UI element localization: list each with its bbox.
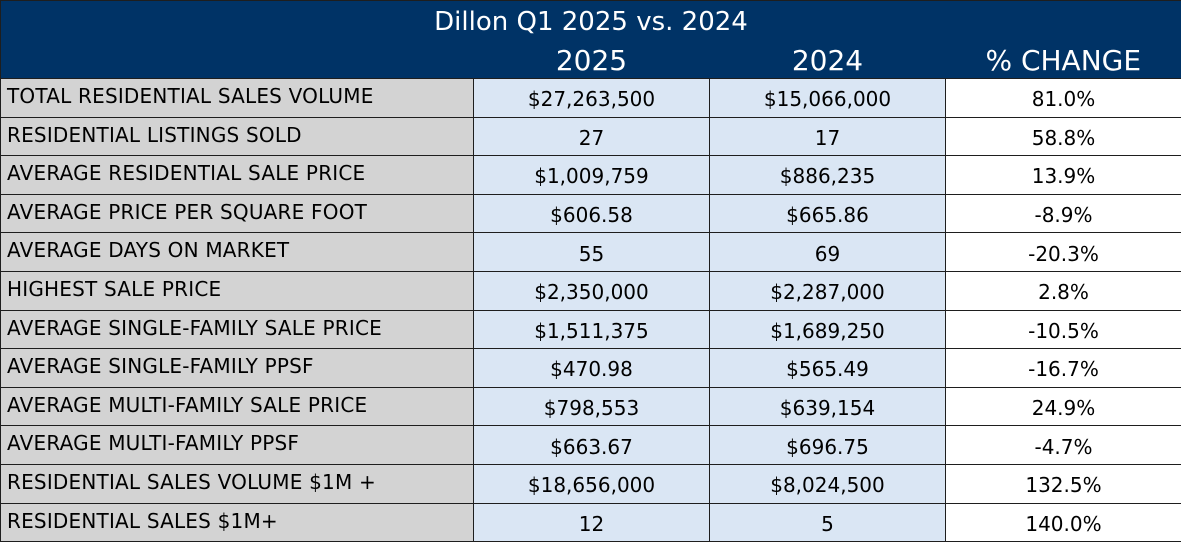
value-2025-cell: $1,511,375 bbox=[474, 310, 710, 349]
metric-label-cell: AVERAGE PRICE PER SQUARE FOOT bbox=[1, 194, 474, 233]
value-2025-cell: $2,350,000 bbox=[474, 271, 710, 310]
value-2024-cell: $1,689,250 bbox=[710, 310, 946, 349]
percent-change-cell: 13.9% bbox=[946, 156, 1181, 195]
metric-label-cell: RESIDENTIAL LISTINGS SOLD bbox=[1, 117, 474, 156]
table-row: AVERAGE MULTI-FAMILY PPSF$663.67$696.75-… bbox=[1, 426, 1181, 465]
percent-change-cell: -20.3% bbox=[946, 233, 1181, 272]
value-2025-cell: $27,263,500 bbox=[474, 79, 710, 118]
table-row: AVERAGE RESIDENTIAL SALE PRICE$1,009,759… bbox=[1, 156, 1181, 195]
value-2024-cell: $639,154 bbox=[710, 387, 946, 426]
table-row: AVERAGE PRICE PER SQUARE FOOT$606.58$665… bbox=[1, 194, 1181, 233]
value-2024-cell: $15,066,000 bbox=[710, 79, 946, 118]
value-2024-cell: 69 bbox=[710, 233, 946, 272]
table-row: AVERAGE MULTI-FAMILY SALE PRICE$798,553$… bbox=[1, 387, 1181, 426]
percent-change-cell: 2.8% bbox=[946, 271, 1181, 310]
percent-change-cell: 140.0% bbox=[946, 503, 1181, 542]
value-2025-cell: $606.58 bbox=[474, 194, 710, 233]
column-header-change: % CHANGE bbox=[946, 38, 1181, 79]
value-2025-cell: $1,009,759 bbox=[474, 156, 710, 195]
title-row: Dillon Q1 2025 vs. 2024 bbox=[1, 1, 1181, 39]
table-row: AVERAGE SINGLE-FAMILY PPSF$470.98$565.49… bbox=[1, 349, 1181, 388]
value-2024-cell: 17 bbox=[710, 117, 946, 156]
percent-change-cell: -8.9% bbox=[946, 194, 1181, 233]
column-header-row: 2025 2024 % CHANGE bbox=[1, 38, 1181, 79]
metric-label-cell: AVERAGE DAYS ON MARKET bbox=[1, 233, 474, 272]
metric-label-cell: AVERAGE SINGLE-FAMILY PPSF bbox=[1, 349, 474, 388]
metric-label-cell: TOTAL RESIDENTIAL SALES VOLUME bbox=[1, 79, 474, 118]
table-row: RESIDENTIAL SALES VOLUME $1M +$18,656,00… bbox=[1, 464, 1181, 503]
metric-label-cell: RESIDENTIAL SALES $1M+ bbox=[1, 503, 474, 542]
table-row: AVERAGE SINGLE-FAMILY SALE PRICE$1,511,3… bbox=[1, 310, 1181, 349]
metric-label-cell: HIGHEST SALE PRICE bbox=[1, 271, 474, 310]
percent-change-cell: 81.0% bbox=[946, 79, 1181, 118]
percent-change-cell: -4.7% bbox=[946, 426, 1181, 465]
percent-change-cell: 58.8% bbox=[946, 117, 1181, 156]
metric-label-cell: AVERAGE MULTI-FAMILY PPSF bbox=[1, 426, 474, 465]
value-2024-cell: $696.75 bbox=[710, 426, 946, 465]
value-2024-cell: $886,235 bbox=[710, 156, 946, 195]
column-header-blank bbox=[1, 38, 474, 79]
value-2024-cell: $665.86 bbox=[710, 194, 946, 233]
percent-change-cell: -10.5% bbox=[946, 310, 1181, 349]
value-2024-cell: $565.49 bbox=[710, 349, 946, 388]
value-2025-cell: $470.98 bbox=[474, 349, 710, 388]
column-header-2024: 2024 bbox=[710, 38, 946, 79]
value-2024-cell: $2,287,000 bbox=[710, 271, 946, 310]
value-2024-cell: 5 bbox=[710, 503, 946, 542]
percent-change-cell: 132.5% bbox=[946, 464, 1181, 503]
table-row: TOTAL RESIDENTIAL SALES VOLUME$27,263,50… bbox=[1, 79, 1181, 118]
metric-label-cell: RESIDENTIAL SALES VOLUME $1M + bbox=[1, 464, 474, 503]
metric-label-cell: AVERAGE MULTI-FAMILY SALE PRICE bbox=[1, 387, 474, 426]
value-2025-cell: 12 bbox=[474, 503, 710, 542]
metric-label-cell: AVERAGE RESIDENTIAL SALE PRICE bbox=[1, 156, 474, 195]
table-title: Dillon Q1 2025 vs. 2024 bbox=[1, 1, 1181, 39]
metric-label-cell: AVERAGE SINGLE-FAMILY SALE PRICE bbox=[1, 310, 474, 349]
percent-change-cell: 24.9% bbox=[946, 387, 1181, 426]
value-2024-cell: $8,024,500 bbox=[710, 464, 946, 503]
value-2025-cell: 55 bbox=[474, 233, 710, 272]
table-body: TOTAL RESIDENTIAL SALES VOLUME$27,263,50… bbox=[1, 79, 1181, 542]
value-2025-cell: 27 bbox=[474, 117, 710, 156]
column-header-2025: 2025 bbox=[474, 38, 710, 79]
percent-change-cell: -16.7% bbox=[946, 349, 1181, 388]
value-2025-cell: $663.67 bbox=[474, 426, 710, 465]
value-2025-cell: $18,656,000 bbox=[474, 464, 710, 503]
value-2025-cell: $798,553 bbox=[474, 387, 710, 426]
